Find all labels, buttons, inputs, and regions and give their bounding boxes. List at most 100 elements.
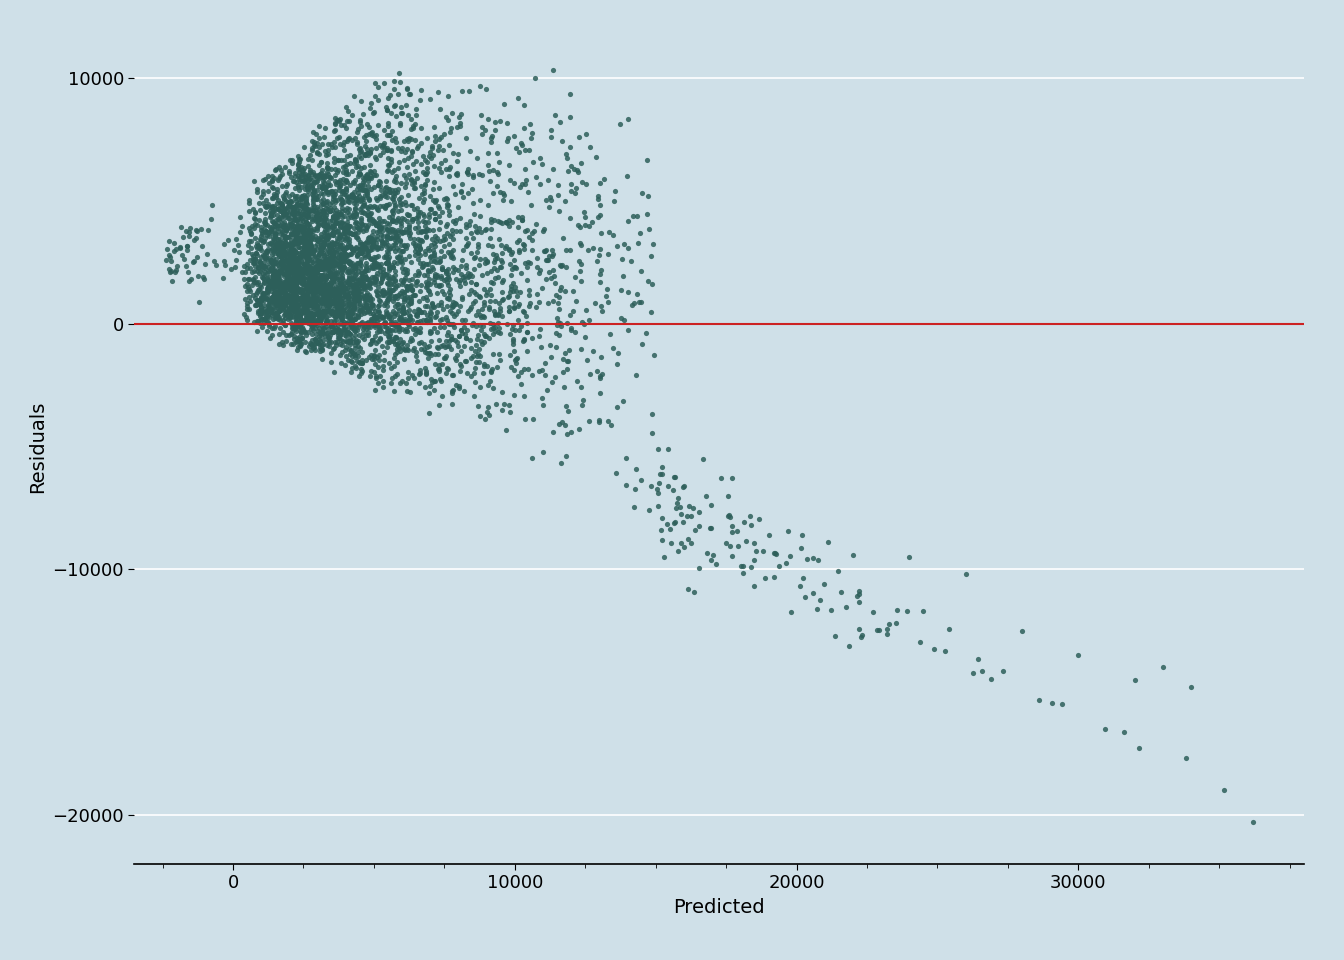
Point <box>254 216 276 231</box>
Point <box>310 244 332 259</box>
Point <box>297 245 319 260</box>
Point <box>258 225 280 240</box>
Point <box>273 252 294 267</box>
Point <box>370 219 391 234</box>
Point <box>297 168 319 183</box>
Point <box>284 331 305 347</box>
Point <box>293 243 314 258</box>
Point <box>384 198 406 213</box>
Point <box>462 315 484 330</box>
Point <box>341 348 363 363</box>
Point <box>499 285 520 300</box>
Point <box>435 333 457 348</box>
Point <box>254 260 276 276</box>
Point <box>559 210 581 226</box>
Point <box>336 240 358 255</box>
Point <box>292 295 313 310</box>
Point <box>438 161 460 177</box>
Point <box>316 281 337 297</box>
Point <box>664 469 685 485</box>
Point <box>345 241 367 256</box>
Point <box>413 223 434 238</box>
Point <box>265 243 286 258</box>
Point <box>316 297 337 312</box>
Point <box>325 192 347 207</box>
Point <box>301 241 323 256</box>
Point <box>398 307 419 323</box>
Point <box>242 288 263 303</box>
Point <box>290 261 312 276</box>
Point <box>293 206 314 222</box>
Point <box>321 303 343 319</box>
Point <box>589 197 610 212</box>
Point <box>285 221 306 236</box>
Point <box>394 133 415 149</box>
Point <box>465 354 487 370</box>
Point <box>542 374 563 390</box>
Point <box>343 259 364 275</box>
Point <box>319 289 340 304</box>
Point <box>461 269 482 284</box>
Point <box>507 299 528 314</box>
Point <box>497 131 519 146</box>
Point <box>363 259 384 275</box>
Point <box>396 282 418 298</box>
Point <box>314 276 336 292</box>
Point <box>422 148 444 163</box>
Point <box>460 282 481 298</box>
Point <box>509 284 531 300</box>
Point <box>353 305 375 321</box>
Point <box>376 223 398 238</box>
Point <box>407 263 429 278</box>
Point <box>341 354 363 370</box>
Point <box>380 375 402 391</box>
Point <box>577 351 598 367</box>
Point <box>253 234 274 250</box>
Point <box>348 148 370 163</box>
Point <box>309 212 331 228</box>
Point <box>302 341 324 356</box>
Point <box>317 202 339 217</box>
Point <box>253 288 274 303</box>
Point <box>344 277 366 293</box>
Point <box>372 310 394 325</box>
Point <box>276 276 297 292</box>
Point <box>415 228 437 243</box>
Point <box>242 271 263 286</box>
Point <box>374 318 395 333</box>
Point <box>364 351 386 367</box>
Point <box>868 623 890 638</box>
Point <box>250 292 271 307</box>
Point <box>513 333 535 348</box>
Point <box>387 296 409 311</box>
Point <box>253 248 274 263</box>
Point <box>294 232 316 248</box>
Point <box>417 268 438 283</box>
Point <box>345 278 367 294</box>
Point <box>358 191 379 206</box>
Point <box>337 333 359 348</box>
Point <box>450 118 472 133</box>
Point <box>356 287 378 302</box>
Point <box>358 273 379 288</box>
Point <box>477 198 499 213</box>
Point <box>519 116 540 132</box>
Point <box>336 201 358 216</box>
Point <box>278 254 300 270</box>
Point <box>509 135 531 151</box>
Point <box>274 277 296 293</box>
Point <box>487 179 508 194</box>
Point <box>508 312 530 327</box>
Point <box>288 268 309 283</box>
Point <box>292 210 313 226</box>
Point <box>300 223 321 238</box>
Point <box>398 220 419 235</box>
Point <box>294 166 316 181</box>
Point <box>278 288 300 303</box>
Point <box>356 233 378 249</box>
Point <box>332 307 353 323</box>
Point <box>375 303 396 319</box>
Point <box>407 225 429 240</box>
Point <box>419 313 441 328</box>
Point <box>281 226 302 241</box>
